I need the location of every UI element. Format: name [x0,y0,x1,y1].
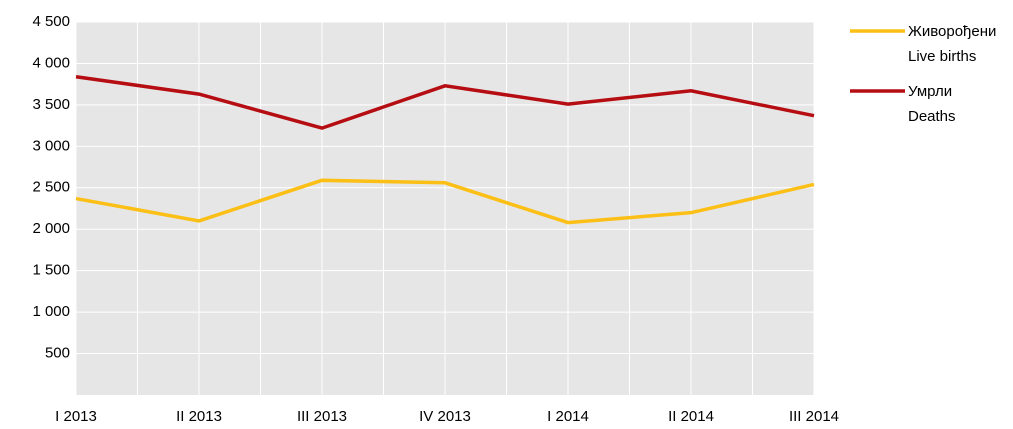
legend-label: Живорођени Live births [908,23,997,65]
y-tick-label: 1 000 [32,303,70,320]
y-tick-label: 3 000 [32,137,70,154]
legend-label: Умрли Deaths [908,83,956,125]
x-tick-label: III 2013 [297,408,347,425]
x-tick-label: III 2014 [789,408,839,425]
y-tick-label: 4 000 [32,54,70,71]
series-line [75,74,815,130]
y-tick-label: 1 500 [32,262,70,279]
x-tick-label: I 2014 [547,408,589,425]
y-tick-label: 2 500 [32,179,70,196]
y-tick-label: 4 500 [32,13,70,30]
series-line [75,178,815,225]
x-tick-label: I 2013 [55,408,97,425]
y-tick-label: 500 [45,345,70,362]
y-tick-label: 3 500 [32,96,70,113]
y-tick-label: 2 000 [32,220,70,237]
x-tick-label: IV 2013 [419,408,471,425]
x-tick-label: II 2013 [176,408,222,425]
x-tick-label: II 2014 [668,408,714,425]
